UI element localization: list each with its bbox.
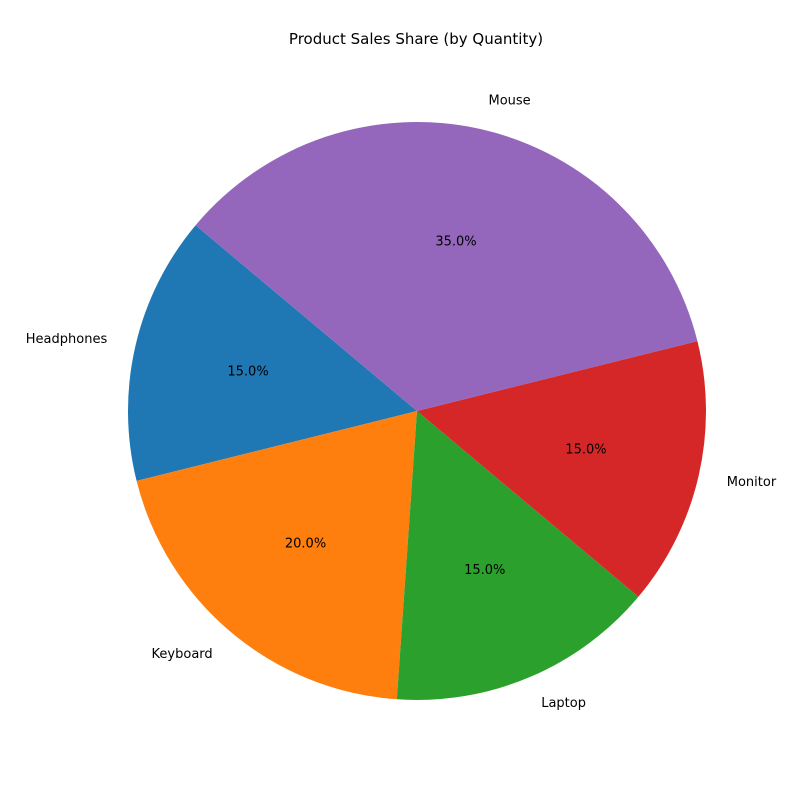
slice-label-keyboard: Keyboard: [152, 647, 213, 662]
percent-label-laptop: 15.0%: [464, 563, 505, 578]
pie-slice-laptop: [396, 411, 639, 700]
percent-label-monitor: 15.0%: [565, 443, 606, 458]
pie-slice-monitor: [417, 341, 706, 597]
percent-label-mouse: 35.0%: [435, 235, 476, 250]
slice-label-mouse: Mouse: [489, 94, 531, 109]
pie-slice-headphones: [128, 225, 418, 481]
slice-label-monitor: Monitor: [727, 475, 777, 490]
pie-labels: Headphones 15.0% Keyboard 20.0% Laptop 15.0% M…: [26, 94, 777, 711]
slice-label-laptop: Laptop: [541, 696, 586, 711]
pie-slice-keyboard: [136, 411, 417, 700]
pie-slices: [128, 122, 706, 700]
percent-label-headphones: 15.0%: [227, 364, 268, 379]
percent-label-keyboard: 20.0%: [285, 536, 326, 551]
chart-title: Product Sales Share (by Quantity): [289, 30, 543, 48]
pie-slice-mouse: [195, 122, 698, 412]
slice-label-headphones: Headphones: [26, 332, 108, 347]
